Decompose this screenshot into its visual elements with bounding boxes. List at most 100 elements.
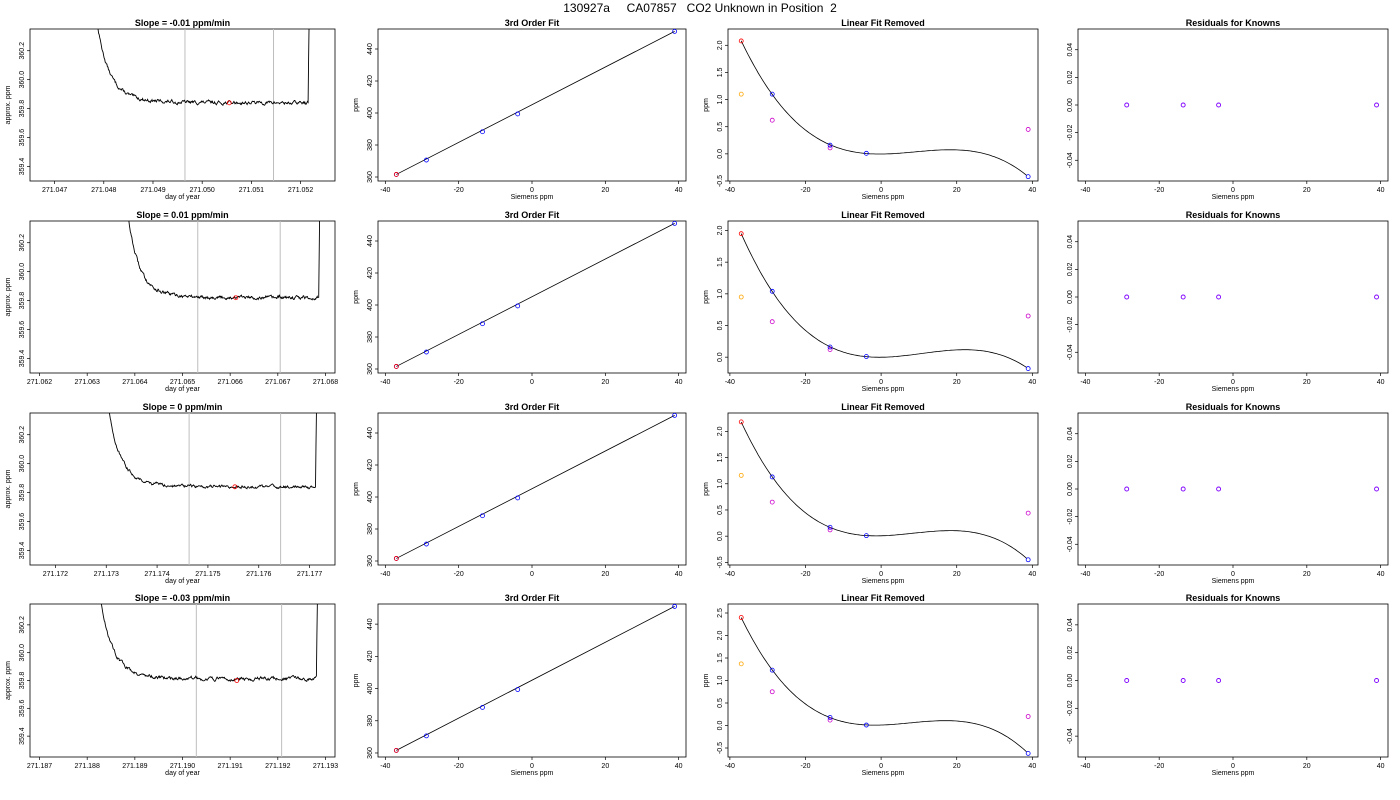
y-tick-label: 1.0 (717, 479, 724, 489)
x-tick-label: 0 (879, 379, 883, 386)
y-tick-label: -0.04 (1067, 344, 1074, 360)
y-tick-label: 359.6 (19, 321, 26, 339)
plot-content (393, 604, 678, 753)
x-tick-label: 271.065 (170, 379, 195, 386)
panel-r1-c1: Slope = -0.01 ppm/min 271.047 271.048 271.0… (5, 18, 336, 201)
x-tick-label: 271.047 (42, 187, 67, 194)
standard-point (863, 722, 869, 728)
y-tick-label: 359.6 (19, 513, 26, 531)
standard-point (1025, 366, 1031, 371)
x-tick-label: 40 (1377, 571, 1385, 578)
panel-title: Linear Fit Removed (841, 402, 925, 412)
x-tick-label: -40 (725, 571, 735, 578)
x-tick-label: 0 (530, 763, 534, 770)
unknown-point (738, 38, 744, 44)
x-tick-label: 271.048 (91, 187, 116, 194)
raw-point (1025, 313, 1031, 319)
panel-r4-c4: Residuals for Knowns -40 -20 0 20 40 -0.04 -0.0… (1067, 593, 1389, 777)
x-tick-label: -40 (380, 379, 390, 386)
y-axis-label: ppm (703, 290, 710, 304)
y-tick-label: 2.0 (717, 40, 724, 50)
x-axis-label: Siemens ppm (1212, 578, 1255, 585)
x-tick-label: 271.187 (27, 763, 52, 770)
panel-title: Linear Fit Removed (841, 593, 925, 603)
panel-title: Slope = -0.01 ppm/min (135, 18, 230, 28)
panel-r4-c1: Slope = -0.03 ppm/min 271.187 271.188 271.1… (5, 593, 338, 777)
x-tick-label: 40 (1028, 187, 1036, 194)
raw-unknown-point (738, 661, 744, 667)
y-tick-label: 400 (367, 491, 374, 503)
x-tick-label: 40 (1377, 187, 1385, 194)
y-tick-label: 360 (367, 747, 374, 759)
y-tick-label: 360 (367, 171, 374, 183)
plot-content (1124, 102, 1380, 108)
y-axis-label: ppm (703, 98, 710, 112)
x-tick-label: 20 (1303, 379, 1311, 386)
figure-title: 130927a CA07857 CO2 Unknown in Position … (563, 1, 837, 15)
y-tick-label: 2.5 (717, 608, 724, 618)
x-tick-label: 40 (675, 763, 683, 770)
x-tick-label: -20 (1154, 187, 1164, 194)
panel-r3-c1: Slope = 0 ppm/min 271.172 271.173 271.174 27… (5, 402, 336, 585)
y-tick-label: 360.0 (19, 263, 26, 281)
residual-point (1374, 678, 1380, 683)
x-axis-label: day of year (165, 770, 200, 777)
standard-point (423, 157, 429, 163)
plot-content (738, 615, 1031, 756)
plot-content (393, 29, 678, 177)
y-tick-label: 0.5 (717, 505, 724, 515)
x-tick-label: 20 (953, 763, 961, 770)
y-tick-label: 0.0 (717, 721, 724, 731)
concentration-trace (100, 604, 318, 683)
plot-frame (29, 28, 336, 182)
plot-content (393, 413, 678, 561)
x-tick-label: 20 (601, 379, 609, 386)
x-tick-label: 271.067 (265, 379, 290, 386)
standard-point (1025, 751, 1031, 756)
panel-title: 3rd Order Fit (505, 402, 560, 412)
raw-point (827, 145, 833, 151)
x-axis-label: Siemens ppm (862, 194, 905, 201)
residual-point (1374, 102, 1380, 108)
x-tick-label: -20 (454, 187, 464, 194)
residual-curve (740, 233, 1027, 368)
fit-line (396, 606, 675, 751)
residual-point (1374, 486, 1380, 492)
panel-title: Residuals for Knowns (1186, 402, 1281, 412)
standard-point (672, 29, 678, 34)
y-tick-label: 360 (367, 363, 374, 375)
y-axis-label: ppm (353, 290, 360, 304)
x-axis-label: day of year (165, 194, 200, 201)
y-axis-label: approx. ppm (5, 469, 12, 508)
x-tick-label: 271.063 (75, 379, 100, 386)
y-tick-label: 440 (367, 618, 374, 630)
panel-r3-c3: Linear Fit Removed -40 -20 0 20 40 -0.5 0.0 0.5 1… (703, 402, 1039, 585)
standard-point (1025, 174, 1031, 180)
standard-point (769, 91, 775, 97)
x-axis-label: Siemens ppm (862, 578, 905, 585)
x-tick-label: 271.192 (265, 763, 290, 770)
concentration-trace (97, 29, 310, 107)
x-tick-label: -20 (800, 763, 810, 770)
x-tick-label: 20 (953, 187, 961, 194)
panel-r3-c4: Residuals for Knowns -40 -20 0 20 40 -0.04 -0.0… (1067, 402, 1389, 585)
standard-point (515, 687, 521, 692)
x-tick-label: 271.062 (27, 379, 52, 386)
y-tick-label: 1.0 (717, 676, 724, 686)
x-tick-label: -40 (1080, 763, 1090, 770)
y-tick-label: 0.0 (717, 352, 724, 362)
x-tick-label: 20 (601, 571, 609, 578)
y-tick-label: -0.02 (1067, 125, 1074, 141)
raw-unknown-point (738, 472, 744, 478)
residual-point (1180, 486, 1186, 492)
fit-line (396, 415, 675, 559)
panel-title: 3rd Order Fit (505, 593, 560, 603)
y-tick-label: 360.2 (19, 616, 26, 634)
y-tick-label: -0.02 (1067, 509, 1074, 525)
x-tick-label: 0 (530, 379, 534, 386)
x-axis-label: Siemens ppm (511, 194, 554, 201)
plot-frame (727, 412, 1039, 566)
x-tick-label: 40 (675, 379, 683, 386)
y-tick-label: 359.4 (19, 542, 26, 560)
plot-frame (727, 603, 1039, 758)
